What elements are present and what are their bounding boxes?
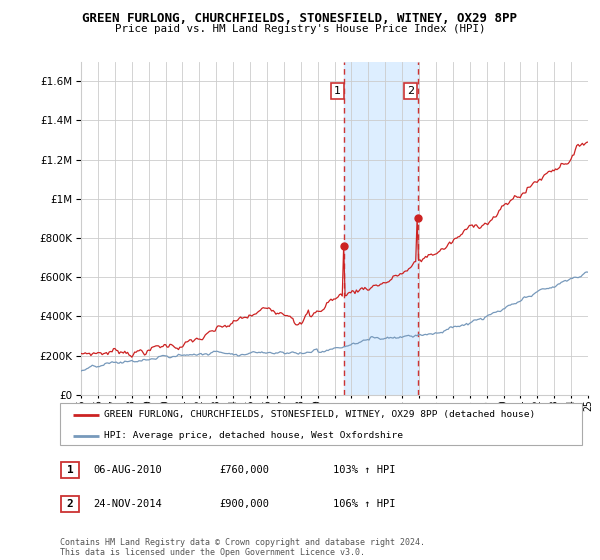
Text: 24-NOV-2014: 24-NOV-2014 — [93, 499, 162, 509]
Text: Contains HM Land Registry data © Crown copyright and database right 2024.
This d: Contains HM Land Registry data © Crown c… — [60, 538, 425, 557]
Text: 2: 2 — [407, 86, 415, 96]
Text: GREEN FURLONG, CHURCHFIELDS, STONESFIELD, WITNEY, OX29 8PP: GREEN FURLONG, CHURCHFIELDS, STONESFIELD… — [83, 12, 517, 25]
Text: 06-AUG-2010: 06-AUG-2010 — [93, 465, 162, 475]
Text: GREEN FURLONG, CHURCHFIELDS, STONESFIELD, WITNEY, OX29 8PP (detached house): GREEN FURLONG, CHURCHFIELDS, STONESFIELD… — [104, 410, 536, 419]
FancyBboxPatch shape — [61, 463, 79, 478]
Text: £760,000: £760,000 — [219, 465, 269, 475]
Text: HPI: Average price, detached house, West Oxfordshire: HPI: Average price, detached house, West… — [104, 431, 403, 441]
Text: 1: 1 — [334, 86, 341, 96]
Text: Price paid vs. HM Land Registry's House Price Index (HPI): Price paid vs. HM Land Registry's House … — [115, 24, 485, 34]
Bar — [344, 62, 418, 395]
Text: 2: 2 — [67, 499, 73, 509]
FancyBboxPatch shape — [60, 403, 582, 445]
Text: 103% ↑ HPI: 103% ↑ HPI — [333, 465, 395, 475]
Text: £900,000: £900,000 — [219, 499, 269, 509]
Text: 106% ↑ HPI: 106% ↑ HPI — [333, 499, 395, 509]
Text: 1: 1 — [67, 465, 73, 475]
FancyBboxPatch shape — [61, 496, 79, 512]
